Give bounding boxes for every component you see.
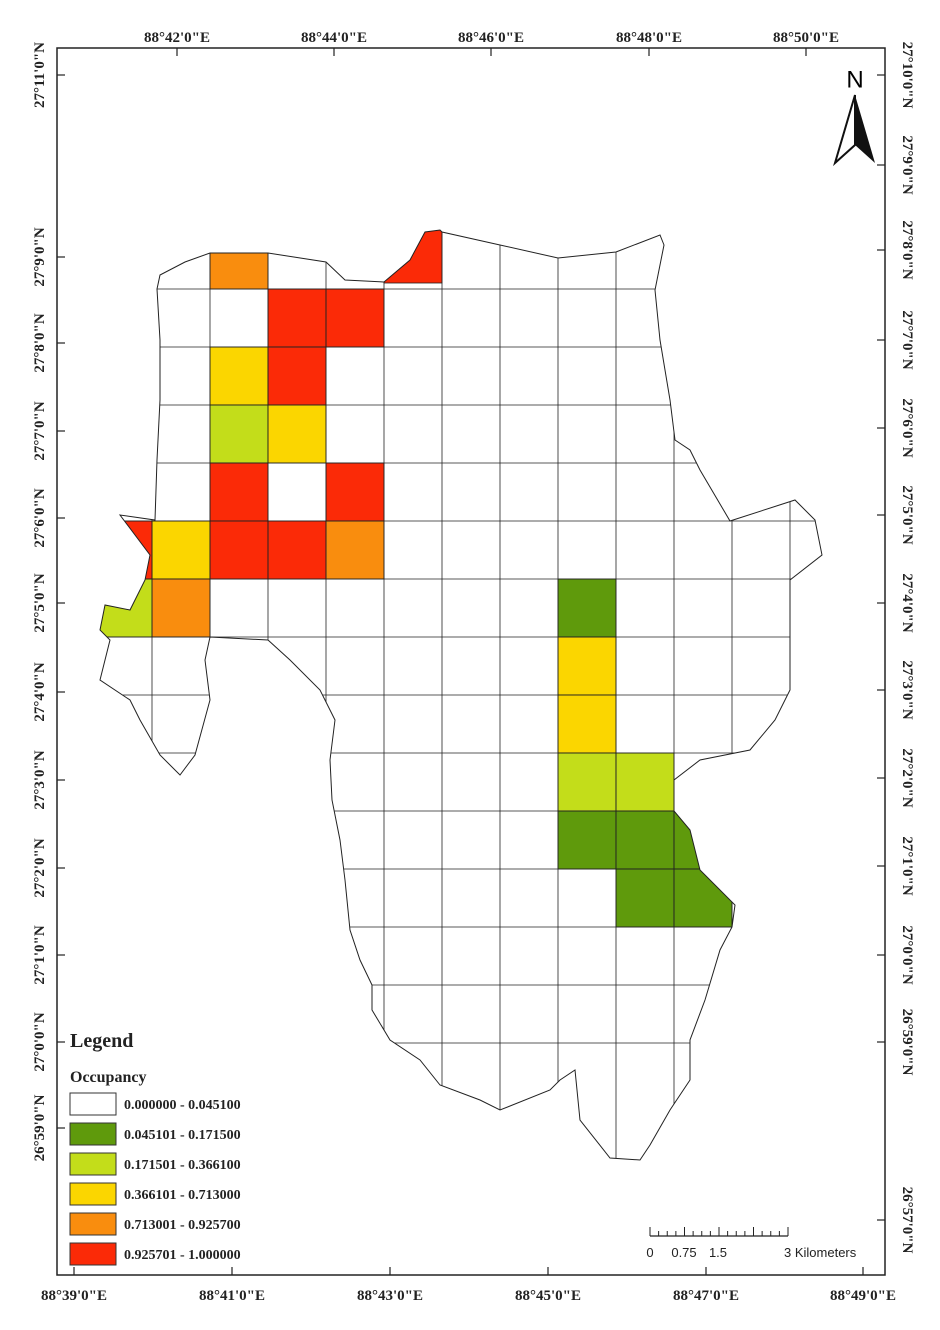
top-coordinate: 88°48'0"E [616,30,682,46]
legend-label: 0.366101 - 0.713000 [124,1188,241,1203]
left-coordinate: 27°5'0"N [32,573,48,632]
legend-swatch [69,1122,117,1146]
occupancy-cell [557,694,617,754]
bottom-coordinate: 88°45'0"E [515,1288,581,1304]
occupancy-cell [557,810,617,870]
occupancy-cell [209,230,269,290]
left-coordinate: 26°59'0"N [32,1094,48,1161]
legend-subtitle: Occupancy [70,1069,146,1086]
right-coordinate: 27°6'0"N [899,398,915,457]
legend-label: 0.000000 - 0.045100 [124,1098,241,1113]
bottom-coordinate: 88°43'0"E [357,1288,423,1304]
occupancy-cell [267,520,327,580]
scale-label: 0 [646,1245,653,1260]
occupancy-cell [209,520,269,580]
right-coordinate: 27°8'0"N [899,220,915,279]
bottom-coordinate: 88°41'0"E [199,1288,265,1304]
left-coordinate: 27°2'0"N [32,838,48,897]
legend-swatch [69,1212,117,1236]
left-coordinate: 27°9'0"N [32,227,48,286]
occupancy-cell [325,288,385,348]
legend-swatch [69,1182,117,1206]
right-coordinate: 26°59'0"N [899,1009,915,1076]
occupancy-cell [267,288,327,348]
right-coordinate: 27°4'0"N [899,573,915,632]
legend-label: 0.925701 - 1.000000 [124,1248,241,1263]
right-coordinate: 27°7'0"N [899,310,915,369]
top-coordinate: 88°42'0"E [144,30,210,46]
right-coordinate: 27°2'0"N [899,748,915,807]
right-coordinate: 27°9'0"N [899,135,915,194]
bottom-coordinate: 88°49'0"E [830,1288,896,1304]
north-arrow: N [833,66,875,167]
occupancy-cell [325,462,385,522]
scale-label: 1.5 [709,1245,727,1260]
top-coordinate: 88°44'0"E [301,30,367,46]
scale-label: 0.75 [671,1245,696,1260]
left-coordinate: 27°8'0"N [32,313,48,372]
occupancy-cell [615,810,675,870]
legend-label: 0.713001 - 0.925700 [124,1218,241,1233]
north-label: N [846,66,863,93]
legend-swatch [69,1152,117,1176]
top-coordinate: 88°50'0"E [773,30,839,46]
district-outline [99,229,823,1161]
left-coordinate: 27°6'0"N [32,488,48,547]
legend-swatch [69,1242,117,1266]
occupancy-cell [267,404,327,464]
scale-bar: 0 0.75 1.5 3 Kilometers [646,1227,857,1260]
occupancy-cell [151,578,211,638]
grid-lines [100,230,822,1160]
occupancy-cell [151,520,211,580]
occupancy-cell [673,810,733,870]
occupancy-cell [209,404,269,464]
legend-title: Legend [70,1030,133,1052]
scale-label: 3 Kilometers [784,1245,857,1260]
right-coordinate: 26°57'0"N [899,1187,915,1254]
occupancy-cell [673,868,733,928]
occupancy-cell [557,578,617,638]
occupancy-cell [100,520,153,580]
occupancy-cell [615,752,675,812]
left-coordinate: 27°7'0"N [32,401,48,460]
map-frame [56,47,886,1276]
left-coordinate: 27°0'0"N [32,1012,48,1071]
occupancy-cell [325,520,385,580]
right-coordinate: 27°5'0"N [899,485,915,544]
right-coordinate: 27°3'0"N [899,660,915,719]
legend-swatch [69,1092,117,1116]
right-coordinate: 27°10'0"N [899,42,915,109]
legend-label: 0.171501 - 0.366100 [124,1158,241,1173]
occupancy-cell [100,578,153,638]
grid-cells [100,230,733,928]
occupancy-cell [557,752,617,812]
occupancy-cell [267,346,327,406]
left-coordinate: 27°1'0"N [32,925,48,984]
occupancy-cell [209,462,269,522]
right-coordinate: 27°1'0"N [899,836,915,895]
left-coordinate: 27°3'0"N [32,750,48,809]
left-coordinate: 27°4'0"N [32,662,48,721]
bottom-coordinate: 88°39'0"E [41,1288,107,1304]
legend-label: 0.045101 - 0.171500 [124,1128,241,1143]
right-coordinate: 27°0'0"N [899,925,915,984]
occupancy-cell [209,346,269,406]
bottom-coordinate: 88°47'0"E [673,1288,739,1304]
left-coordinate: 27°11'0"N [32,42,48,108]
top-coordinate: 88°46'0"E [458,30,524,46]
occupancy-cell [615,868,675,928]
occupancy-cell [557,636,617,696]
